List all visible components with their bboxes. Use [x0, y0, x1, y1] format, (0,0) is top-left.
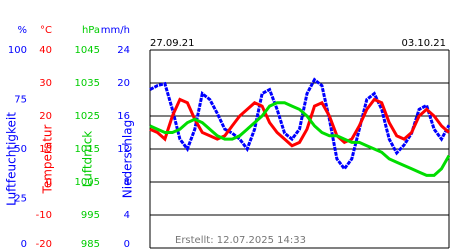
axis-title: Luftfeuchtigkeit — [5, 112, 19, 206]
axis-unit: mm/h — [101, 25, 130, 36]
axis-unit: hPa — [82, 25, 100, 36]
axis-title: Niederschlag — [121, 120, 135, 198]
y-tick-label: 40 — [39, 45, 52, 56]
y-tick-label: 1015 — [75, 144, 100, 155]
axis-unit: °C — [40, 25, 52, 36]
y-tick-label: 75 — [14, 95, 27, 106]
y-tick-label: 1045 — [75, 45, 100, 56]
start-date: 27.09.21 — [150, 38, 195, 49]
y-tick-label: 20 — [39, 111, 52, 122]
y-tick-label: 24 — [117, 45, 130, 56]
footer: Erstellt: 12.07.2025 14:33 — [175, 235, 306, 246]
y-tick-label: 16 — [117, 111, 130, 122]
y-tick-label: 1035 — [75, 78, 100, 89]
y-tick-label: 25 — [14, 194, 27, 205]
y-tick-label: 20 — [117, 78, 130, 89]
series-line — [149, 77, 450, 172]
series-line — [149, 97, 450, 148]
y-tick-label: 50 — [14, 144, 27, 155]
y-tick-label: 1005 — [75, 177, 100, 188]
end-date: 03.10.21 — [401, 38, 446, 49]
y-tick-label: 0 — [124, 239, 130, 250]
y-tick-label: 0 — [46, 177, 52, 188]
y-tick-label: 985 — [81, 239, 100, 250]
y-tick-label: 995 — [81, 210, 100, 221]
y-tick-label: -20 — [36, 239, 52, 250]
y-tick-label: 8 — [124, 177, 130, 188]
y-tick-label: 1025 — [75, 111, 100, 122]
y-tick-label: 0 — [21, 239, 27, 250]
axis-title: Luftdruck — [81, 131, 95, 188]
axis-unit: % — [17, 25, 27, 36]
y-tick-label: 4 — [124, 210, 130, 221]
y-tick-label: 30 — [39, 78, 52, 89]
y-tick-label: 100 — [8, 45, 27, 56]
y-tick-label: 12 — [117, 144, 130, 155]
y-tick-label: -10 — [36, 210, 52, 221]
series-line — [149, 101, 450, 177]
axis-title: Temperatur — [41, 124, 55, 194]
y-tick-label: 10 — [39, 144, 52, 155]
